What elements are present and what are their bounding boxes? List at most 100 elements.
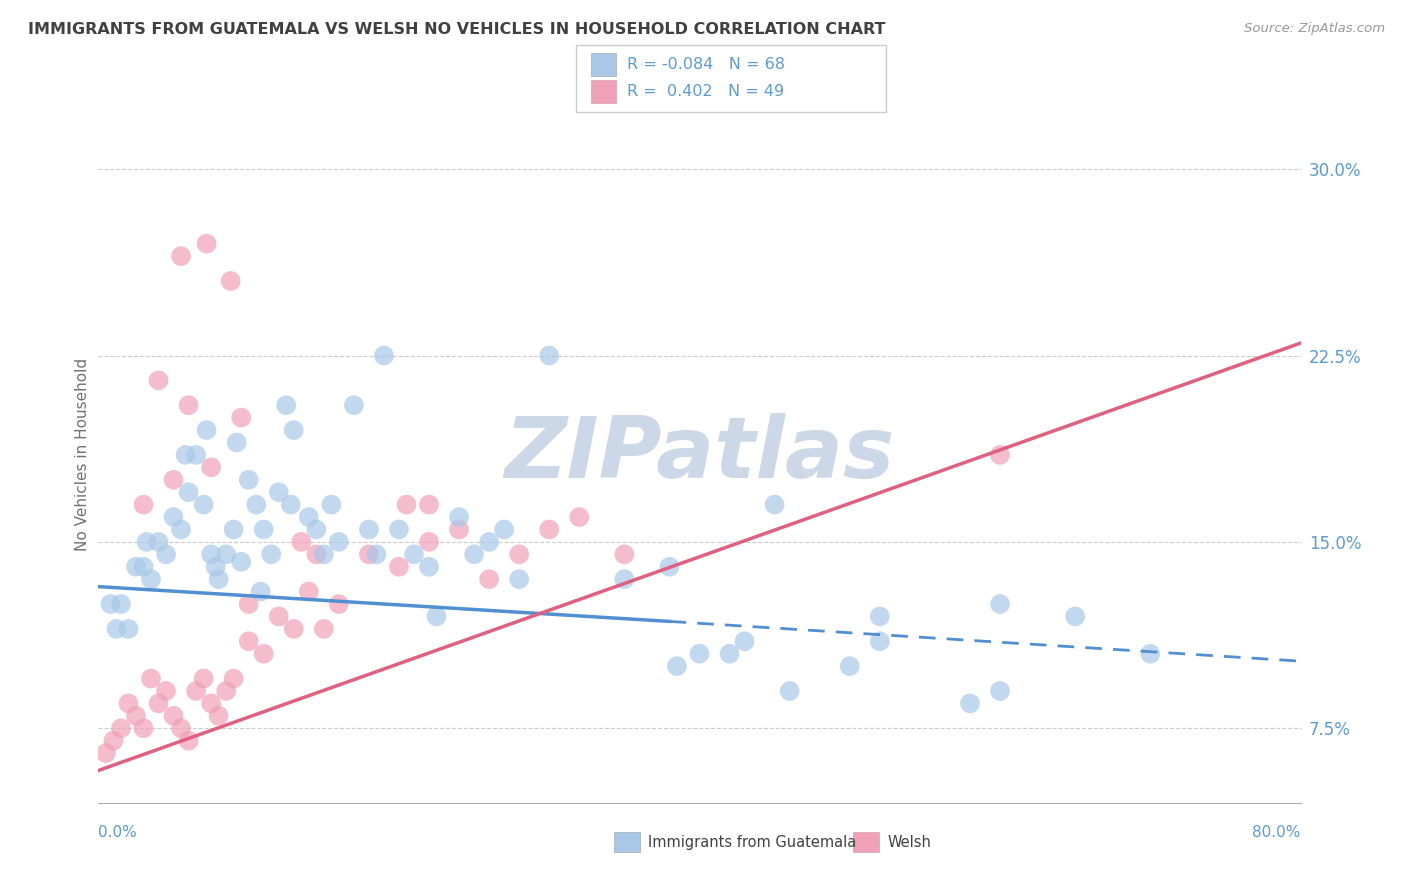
Point: [959, 697, 981, 711]
Point: [238, 634, 260, 648]
Point: [688, 647, 710, 661]
Point: [395, 498, 418, 512]
Point: [110, 721, 132, 735]
Point: [613, 572, 636, 586]
Point: [249, 584, 271, 599]
Point: [135, 534, 157, 549]
Point: [283, 622, 305, 636]
Point: [208, 572, 231, 586]
Point: [418, 498, 440, 512]
Text: Welsh: Welsh: [887, 835, 931, 849]
Point: [357, 523, 380, 537]
Text: R =  0.402   N = 49: R = 0.402 N = 49: [627, 85, 785, 99]
Point: [357, 547, 380, 561]
Point: [568, 510, 591, 524]
Point: [155, 547, 177, 561]
Point: [208, 708, 231, 723]
Point: [763, 498, 786, 512]
Text: IMMIGRANTS FROM GUATEMALA VS WELSH NO VEHICLES IN HOUSEHOLD CORRELATION CHART: IMMIGRANTS FROM GUATEMALA VS WELSH NO VE…: [28, 22, 886, 37]
Point: [170, 249, 193, 263]
Point: [215, 547, 238, 561]
Point: [245, 498, 267, 512]
Point: [195, 236, 218, 251]
Text: 0.0%: 0.0%: [98, 825, 138, 840]
Point: [538, 523, 561, 537]
Point: [193, 498, 215, 512]
Point: [508, 547, 530, 561]
Point: [162, 510, 184, 524]
Point: [200, 547, 222, 561]
Point: [177, 485, 200, 500]
Point: [117, 622, 139, 636]
Text: 80.0%: 80.0%: [1253, 825, 1301, 840]
Point: [219, 274, 242, 288]
Point: [132, 721, 155, 735]
Point: [298, 510, 321, 524]
Point: [200, 460, 222, 475]
Point: [418, 534, 440, 549]
Point: [425, 609, 447, 624]
Point: [276, 398, 298, 412]
Point: [132, 498, 155, 512]
Text: Source: ZipAtlas.com: Source: ZipAtlas.com: [1244, 22, 1385, 36]
Point: [328, 597, 350, 611]
Point: [373, 349, 395, 363]
Point: [148, 534, 170, 549]
Text: R = -0.084   N = 68: R = -0.084 N = 68: [627, 57, 785, 71]
Point: [869, 609, 891, 624]
Point: [988, 597, 1011, 611]
Point: [388, 559, 411, 574]
Point: [253, 647, 276, 661]
Point: [305, 523, 328, 537]
Point: [283, 423, 305, 437]
Point: [222, 523, 245, 537]
Point: [225, 435, 247, 450]
Text: Immigrants from Guatemala: Immigrants from Guatemala: [648, 835, 856, 849]
Point: [447, 523, 470, 537]
Point: [231, 555, 253, 569]
Point: [155, 684, 177, 698]
Point: [170, 523, 193, 537]
Point: [613, 547, 636, 561]
Point: [734, 634, 756, 648]
Text: ZIPatlas: ZIPatlas: [505, 413, 894, 497]
Point: [305, 547, 328, 561]
Point: [174, 448, 197, 462]
Point: [418, 559, 440, 574]
Point: [132, 559, 155, 574]
Point: [238, 597, 260, 611]
Point: [988, 448, 1011, 462]
Point: [253, 523, 276, 537]
Point: [869, 634, 891, 648]
Point: [222, 672, 245, 686]
Point: [838, 659, 860, 673]
Point: [200, 697, 222, 711]
Point: [125, 559, 148, 574]
Point: [184, 448, 207, 462]
Point: [94, 746, 117, 760]
Point: [290, 534, 312, 549]
Point: [312, 547, 335, 561]
Point: [117, 697, 139, 711]
Point: [231, 410, 253, 425]
Point: [402, 547, 425, 561]
Point: [328, 534, 350, 549]
Point: [388, 523, 411, 537]
Point: [184, 684, 207, 698]
Point: [162, 708, 184, 723]
Point: [170, 721, 193, 735]
Point: [312, 622, 335, 636]
Point: [110, 597, 132, 611]
Point: [204, 559, 226, 574]
Point: [148, 373, 170, 387]
Y-axis label: No Vehicles in Household: No Vehicles in Household: [75, 359, 90, 551]
Point: [366, 547, 388, 561]
Point: [494, 523, 516, 537]
Point: [1139, 647, 1161, 661]
Point: [215, 684, 238, 698]
Point: [193, 672, 215, 686]
Point: [508, 572, 530, 586]
Point: [162, 473, 184, 487]
Point: [779, 684, 801, 698]
Point: [139, 672, 162, 686]
